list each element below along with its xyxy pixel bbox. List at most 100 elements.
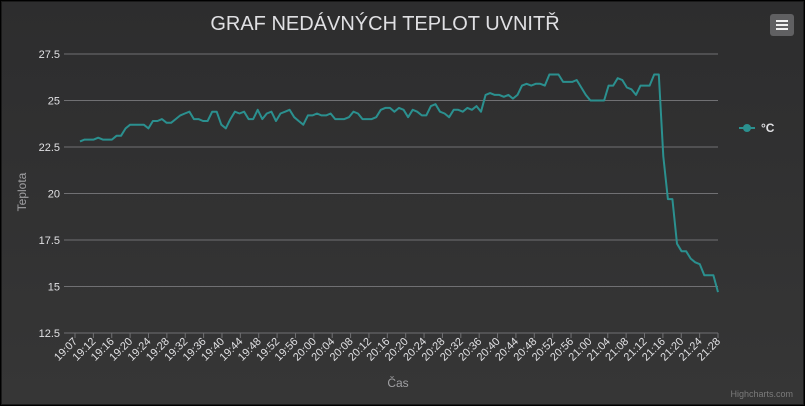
data-point[interactable] (697, 262, 702, 267)
data-point[interactable] (128, 122, 133, 127)
data-point[interactable] (260, 117, 265, 122)
data-point[interactable] (223, 126, 228, 131)
data-point[interactable] (355, 111, 360, 116)
data-point[interactable] (611, 83, 616, 88)
data-point[interactable] (624, 85, 629, 90)
data-point[interactable] (492, 92, 497, 97)
data-point[interactable] (633, 92, 638, 97)
data-point[interactable] (469, 107, 474, 112)
data-point[interactable] (620, 78, 625, 83)
data-point[interactable] (447, 115, 452, 120)
data-point[interactable] (602, 98, 607, 103)
data-point[interactable] (201, 118, 206, 123)
data-point[interactable] (374, 115, 379, 120)
legend-item[interactable]: °C (739, 121, 775, 135)
data-point[interactable] (524, 81, 529, 86)
data-point[interactable] (191, 117, 196, 122)
data-point[interactable] (424, 113, 429, 118)
data-point[interactable] (510, 96, 515, 101)
data-point[interactable] (542, 83, 547, 88)
data-point[interactable] (369, 117, 374, 122)
data-point[interactable] (114, 133, 119, 138)
data-point[interactable] (141, 122, 146, 127)
data-point[interactable] (146, 126, 151, 131)
data-point[interactable] (533, 81, 538, 86)
data-point[interactable] (137, 122, 142, 127)
data-point[interactable] (232, 109, 237, 114)
data-point[interactable] (196, 117, 201, 122)
data-point[interactable] (173, 117, 178, 122)
data-point[interactable] (679, 249, 684, 254)
data-point[interactable] (210, 109, 215, 114)
data-point[interactable] (78, 139, 83, 144)
data-point[interactable] (583, 92, 588, 97)
data-point[interactable] (246, 117, 251, 122)
data-point[interactable] (278, 111, 283, 116)
data-point[interactable] (91, 137, 96, 142)
data-point[interactable] (283, 109, 288, 114)
data-point[interactable] (415, 109, 420, 114)
data-point[interactable] (360, 117, 365, 122)
data-point[interactable] (442, 111, 447, 116)
data-point[interactable] (96, 135, 101, 140)
data-point[interactable] (273, 118, 278, 123)
data-point[interactable] (565, 79, 570, 84)
data-point[interactable] (123, 126, 128, 131)
data-point[interactable] (702, 273, 707, 278)
data-point[interactable] (100, 137, 105, 142)
data-point[interactable] (255, 107, 260, 112)
data-point[interactable] (456, 107, 461, 112)
data-point[interactable] (706, 273, 711, 278)
data-point[interactable] (214, 109, 219, 114)
data-point[interactable] (237, 111, 242, 116)
data-point[interactable] (292, 115, 297, 120)
data-point[interactable] (132, 122, 137, 127)
data-point[interactable] (264, 111, 269, 116)
data-point[interactable] (497, 92, 502, 97)
data-point[interactable] (242, 109, 247, 114)
data-point[interactable] (287, 107, 292, 112)
data-point[interactable] (333, 117, 338, 122)
data-point[interactable] (652, 72, 657, 77)
data-point[interactable] (228, 117, 233, 122)
data-point[interactable] (187, 109, 192, 114)
data-point[interactable] (310, 113, 315, 118)
data-point[interactable] (319, 113, 324, 118)
data-point[interactable] (483, 92, 488, 97)
data-point[interactable] (401, 107, 406, 112)
data-point[interactable] (597, 98, 602, 103)
data-point[interactable] (296, 118, 301, 123)
data-point[interactable] (301, 122, 306, 127)
data-point[interactable] (397, 105, 402, 110)
data-point[interactable] (588, 98, 593, 103)
data-point[interactable] (529, 83, 534, 88)
data-point[interactable] (451, 107, 456, 112)
data-point[interactable] (547, 72, 552, 77)
data-point[interactable] (87, 137, 92, 142)
data-point[interactable] (638, 83, 643, 88)
data-point[interactable] (328, 111, 333, 116)
data-point[interactable] (119, 133, 124, 138)
data-point[interactable] (574, 78, 579, 83)
data-point[interactable] (383, 105, 388, 110)
data-point[interactable] (205, 118, 210, 123)
data-point[interactable] (629, 87, 634, 92)
data-point[interactable] (105, 137, 110, 142)
data-point[interactable] (643, 83, 648, 88)
data-point[interactable] (570, 79, 575, 84)
data-point[interactable] (219, 122, 224, 127)
data-point[interactable] (351, 109, 356, 114)
data-point[interactable] (342, 117, 347, 122)
data-point[interactable] (410, 107, 415, 112)
data-point[interactable] (305, 113, 310, 118)
data-point[interactable] (688, 256, 693, 261)
data-point[interactable] (160, 117, 165, 122)
data-point[interactable] (269, 109, 274, 114)
data-point[interactable] (433, 102, 438, 107)
data-point[interactable] (251, 117, 256, 122)
data-point[interactable] (406, 115, 411, 120)
credits-link[interactable]: Highcharts.com (730, 389, 793, 399)
data-point[interactable] (337, 117, 342, 122)
data-point[interactable] (150, 118, 155, 123)
data-point[interactable] (615, 76, 620, 81)
